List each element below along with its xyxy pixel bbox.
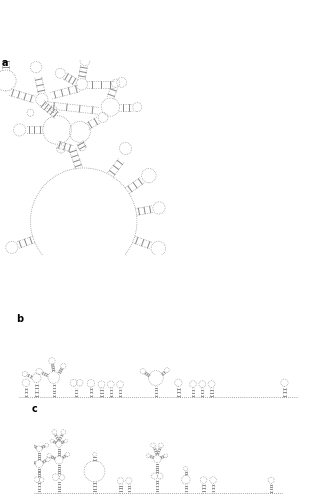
Text: b: b (16, 314, 24, 324)
Text: c: c (31, 404, 37, 414)
Text: a: a (2, 58, 9, 68)
